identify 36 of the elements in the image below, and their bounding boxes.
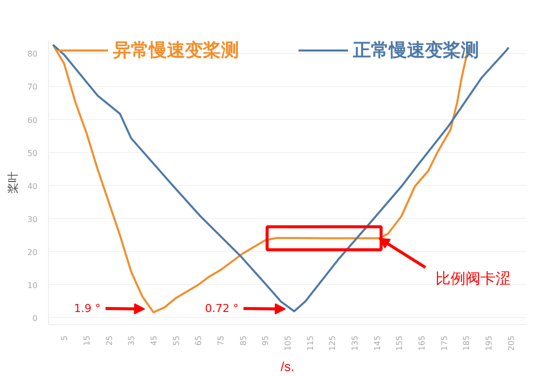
y-tick-label: 40	[27, 182, 38, 191]
x-tick-label: 155	[395, 335, 404, 351]
annotation: 0.72 °	[205, 302, 239, 315]
x-tick-label: 175	[440, 335, 449, 351]
x-tick-label: 55	[172, 335, 181, 346]
y-tick-label: 60	[27, 116, 38, 125]
x-tick-label: 195	[484, 335, 494, 351]
x-tick-label: 95	[261, 335, 270, 346]
y-tick-label: 20	[27, 248, 38, 257]
x-tick-label: 45	[149, 335, 158, 346]
x-tick-label: 165	[418, 335, 427, 351]
y-tick-label: 0	[32, 314, 38, 323]
annotation: 比例阀卡涩	[436, 270, 510, 288]
x-tick-label: 105	[284, 335, 292, 351]
x-tick-label: 85	[238, 335, 248, 346]
y-tick-label: 80	[27, 50, 38, 59]
x-tick-label: 145	[372, 335, 382, 351]
x-tick-label: 65	[194, 335, 204, 346]
x-tick-label: 25	[104, 335, 114, 346]
annotation: 1.9 °	[74, 302, 101, 315]
x-tick-label: 185	[462, 335, 472, 351]
y-tick-label: 70	[27, 82, 38, 92]
y-tick-label: 10	[27, 280, 38, 290]
x-tick-label: 125	[328, 335, 338, 351]
y-axis-title: 桨叶	[6, 172, 20, 194]
y-tick-label: 30	[27, 214, 38, 224]
x-tick-label: 35	[127, 335, 136, 346]
x-axis-title: /s.	[280, 358, 294, 374]
x-tick-label: 135	[350, 335, 360, 351]
x-tick-label: 75	[216, 335, 226, 346]
x-tick-label: 115	[306, 335, 315, 351]
y-tick-label: 50	[27, 148, 38, 158]
x-tick-label: 205	[506, 335, 516, 351]
x-tick-label: 15	[82, 335, 92, 346]
x-tick-label: 5	[60, 335, 70, 341]
legend-label: 异常慢速变桨测	[113, 39, 239, 62]
